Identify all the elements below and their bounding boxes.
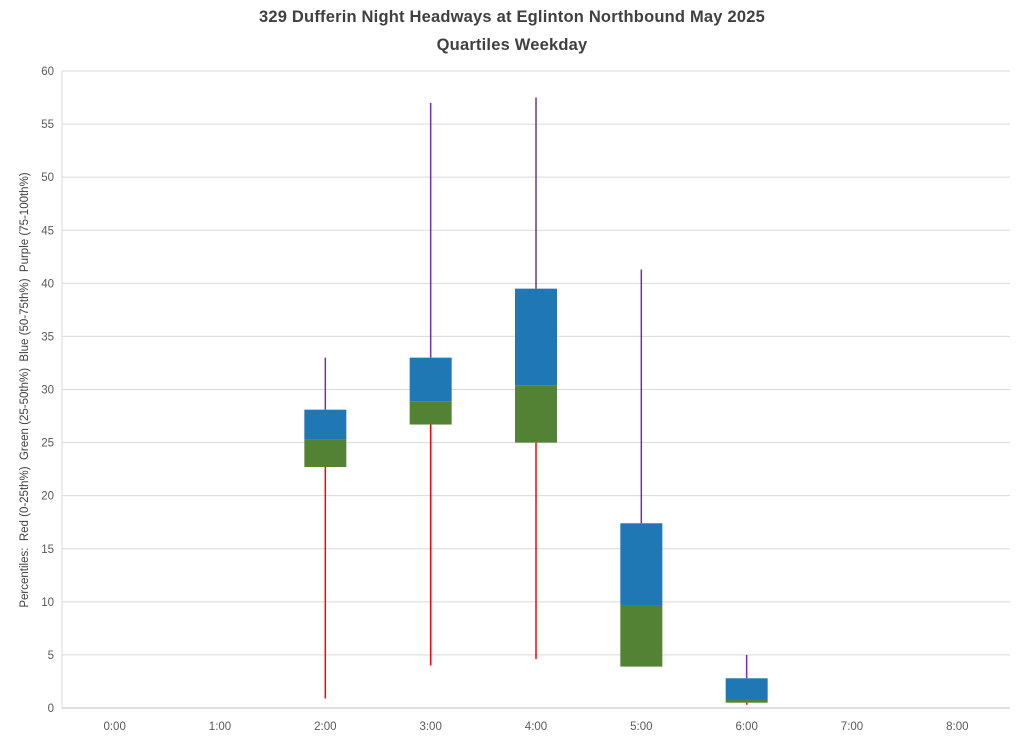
- y-axis-title: Percentiles: Red (0-25th%) Green (25-50t…: [19, 172, 31, 608]
- x-tick-label: 5:00: [630, 721, 652, 733]
- box-25-50: [409, 401, 452, 425]
- box-50-75: [725, 678, 768, 700]
- box-25-50: [725, 699, 768, 703]
- x-tick-label: 3:00: [419, 721, 441, 733]
- y-tick-label: 20: [41, 491, 54, 503]
- chart-subtitle: Quartiles Weekday: [436, 36, 588, 54]
- y-tick-label: 30: [41, 385, 54, 397]
- x-tick-label: 7:00: [841, 721, 863, 733]
- box-50-75: [620, 523, 663, 606]
- x-tick-label: 2:00: [314, 721, 336, 733]
- box-25-50: [304, 439, 347, 468]
- box-50-75: [409, 357, 452, 402]
- x-tick-label: 6:00: [735, 721, 757, 733]
- box-25-50: [620, 605, 663, 667]
- y-tick-label: 5: [48, 650, 54, 662]
- y-tick-label: 60: [41, 66, 54, 78]
- x-tick-label: 4:00: [525, 721, 547, 733]
- y-tick-label: 55: [41, 119, 54, 131]
- y-tick-label: 15: [41, 544, 54, 556]
- chart-title: 329 Dufferin Night Headways at Eglinton …: [259, 8, 765, 26]
- y-tick-label: 35: [41, 331, 54, 343]
- x-tick-label: 0:00: [103, 721, 125, 733]
- y-tick-label: 40: [41, 278, 54, 290]
- y-tick-label: 10: [41, 597, 54, 609]
- y-tick-label: 0: [48, 703, 54, 715]
- y-tick-label: 25: [41, 438, 54, 450]
- box-50-75: [515, 288, 557, 386]
- y-tick-label: 50: [41, 172, 54, 184]
- x-tick-label: 1:00: [209, 721, 231, 733]
- box-25-50: [515, 385, 557, 443]
- x-tick-label: 8:00: [946, 721, 968, 733]
- y-tick-label: 45: [41, 225, 54, 237]
- box-50-75: [304, 409, 347, 440]
